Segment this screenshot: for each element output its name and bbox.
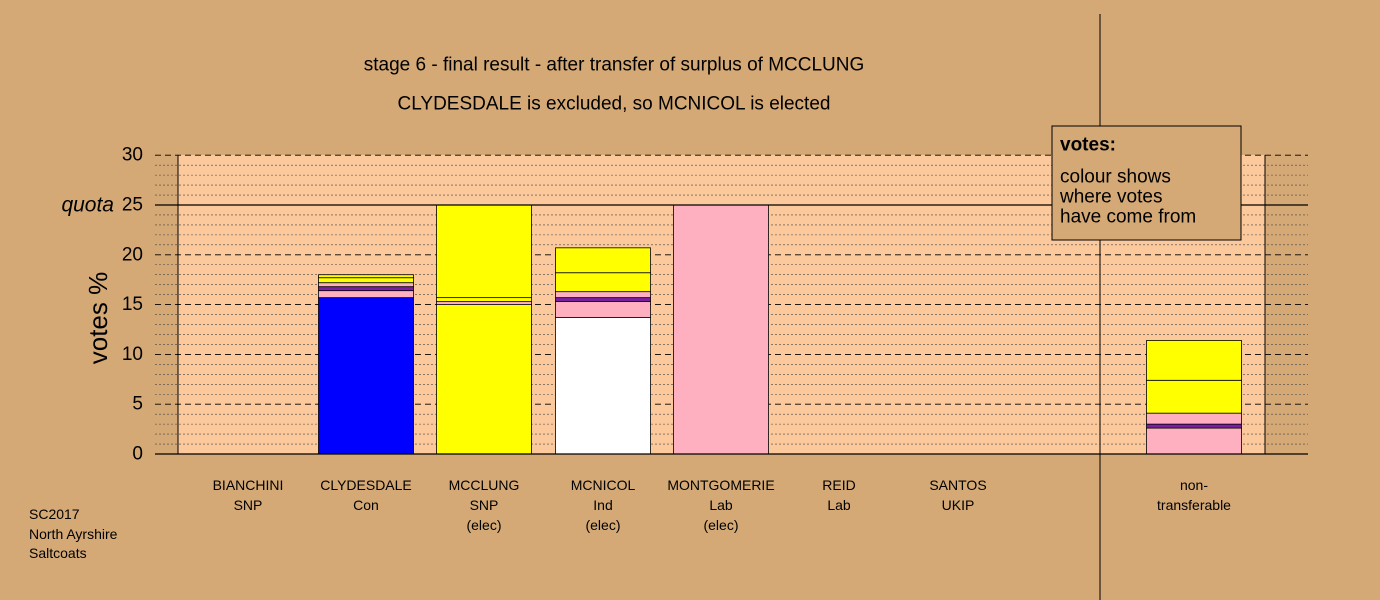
bar-segment [436, 304, 532, 455]
bar-segment [673, 204, 769, 455]
y-tick-label: 15 [122, 294, 143, 315]
x-tick-label: MONTGOMERIE [667, 477, 774, 493]
bar-segment [318, 286, 414, 292]
bar-segment [555, 247, 651, 274]
legend-line: colour shows [1060, 167, 1171, 188]
legend-title: votes: [1060, 135, 1116, 156]
x-tick-label: non- [1180, 477, 1208, 493]
y-tick-labels: 0 5 10 15 20 25 30 [122, 145, 143, 465]
bar-segment [555, 317, 651, 455]
x-tick-label: SANTOS [929, 477, 986, 493]
x-tick-label: (elec) [466, 517, 501, 533]
x-tick-label: REID [822, 477, 855, 493]
bar-segment [1146, 379, 1242, 414]
bars [318, 204, 1242, 455]
bar-segment [436, 297, 532, 303]
y-axis-label: votes % [83, 272, 113, 365]
y-tick-label: 20 [122, 244, 143, 265]
x-tick-label: Lab [709, 497, 733, 513]
bar-segment [1146, 412, 1242, 425]
x-tick-label: (elec) [585, 517, 620, 533]
x-tick-label: CLYDESDALE [320, 477, 412, 493]
x-tick-label: MCNICOL [571, 477, 636, 493]
bar-segment [436, 301, 532, 305]
footer-line: Saltcoats [29, 545, 87, 561]
x-tick-labels: BIANCHINI SNP CLYDESDALE Con MCCLUNG SNP (elec… [213, 477, 1232, 533]
bar-segment [318, 290, 414, 299]
y-tick-label: 30 [122, 145, 143, 166]
y-tick-label: 5 [132, 394, 143, 415]
x-tick-label: SNP [470, 497, 499, 513]
bar-segment [1146, 423, 1242, 429]
bar-segment [555, 297, 651, 303]
bar-segment [1146, 427, 1242, 455]
footer-line: North Ayrshire [29, 526, 118, 542]
legend-box: votes: colour shows where votes have com… [1051, 125, 1242, 241]
bar-segment [436, 204, 532, 299]
bar-segment [318, 297, 414, 455]
x-tick-label: MCCLUNG [449, 477, 520, 493]
bar-segment [318, 282, 414, 288]
footer-line: SC2017 [29, 506, 80, 522]
bar-segment [318, 277, 414, 284]
x-tick-label: SNP [234, 497, 263, 513]
bar-segment [555, 291, 651, 299]
y-tick-label: 25 [122, 195, 143, 216]
x-tick-label: UKIP [942, 497, 975, 513]
x-tick-label: Con [353, 497, 379, 513]
x-tick-label: transferable [1157, 497, 1231, 513]
chart-title: stage 6 - final result - after transfer … [364, 55, 865, 76]
quota-label: quota [61, 194, 114, 217]
bar-segment [555, 272, 651, 293]
bar-segment [555, 301, 651, 318]
x-tick-label: Lab [827, 497, 851, 513]
y-tick-label: 10 [122, 344, 143, 365]
y-tick-label: 0 [132, 444, 143, 465]
legend-line: where votes [1059, 187, 1162, 208]
footer-text: SC2017 North Ayrshire Saltcoats [29, 506, 118, 561]
bar-segment [318, 274, 414, 279]
x-tick-label: Ind [593, 497, 612, 513]
x-tick-label: (elec) [703, 517, 738, 533]
legend-line: have come from [1060, 207, 1196, 228]
x-tick-label: BIANCHINI [213, 477, 284, 493]
bar-segment [1146, 340, 1242, 381]
chart-subtitle: CLYDESDALE is excluded, so MCNICOL is el… [398, 94, 831, 115]
